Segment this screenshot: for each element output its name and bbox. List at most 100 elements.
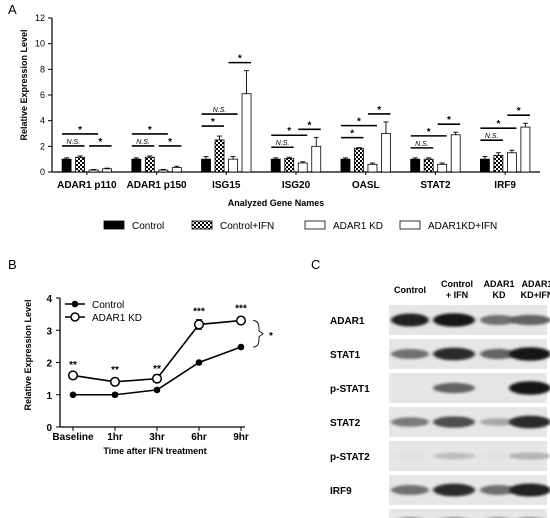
blot-band <box>509 452 550 460</box>
significance-label: N.S. <box>485 133 499 140</box>
blot-band <box>391 313 429 327</box>
significance-label: * <box>377 105 381 116</box>
line-chart-xtick-label: 1hr <box>107 432 123 443</box>
significance-label: * <box>148 125 152 136</box>
bar-1 <box>75 156 86 173</box>
blot-row: STAT1 <box>330 339 550 369</box>
blot-row-label: ADAR1 <box>330 316 365 327</box>
legend-label: Control <box>132 221 164 232</box>
blot-row-label: IRF9 <box>330 486 352 497</box>
blot-band <box>433 382 475 394</box>
bar-0 <box>201 158 211 173</box>
bar-chart-category-label: ADAR1 p110 <box>57 180 117 191</box>
bar-1 <box>284 158 295 173</box>
blot-row: p-STAT1 <box>330 373 550 403</box>
bar-1 <box>354 147 364 173</box>
significance-label: * <box>78 125 82 136</box>
bar-2 <box>506 152 517 173</box>
bar-chart-xlabel: Analyzed Gene Names <box>228 198 325 208</box>
point-significance-label: *** <box>235 304 247 315</box>
blot-column-header: KD+IFN <box>521 290 550 300</box>
legend-label: ADAR1 KD <box>92 313 142 324</box>
line-chart-xlabel: Time after IFN treatment <box>103 446 206 456</box>
significance-label: * <box>98 137 102 148</box>
bar-chart-legend: Control Control+IFN ADAR1 KD ADAR1KD+IFN <box>103 220 497 232</box>
line-chart-ytick-label: 3 <box>46 326 52 337</box>
overall-bracket <box>252 320 264 348</box>
blot-band <box>391 485 429 495</box>
significance-label: * <box>517 106 521 117</box>
panel-a-letter: A <box>8 2 17 17</box>
blot-band <box>509 314 550 326</box>
line-chart-ytick-label: 0 <box>46 423 52 434</box>
kd-point <box>193 319 205 330</box>
blot-row: ADAR1 <box>330 305 550 335</box>
significance-label: * <box>350 129 354 140</box>
legend-marker <box>70 312 80 322</box>
blot-band <box>480 315 516 325</box>
blot-band <box>480 348 516 360</box>
significance-label: * <box>238 54 242 65</box>
bar-2 <box>437 163 448 173</box>
bar-2 <box>367 163 378 173</box>
significance-label: N.S. <box>67 139 81 146</box>
bar-0 <box>340 158 351 173</box>
bar-3 <box>381 133 391 173</box>
point-significance-label: ** <box>153 364 161 375</box>
line-chart-xtick-label: 6hr <box>191 432 207 443</box>
bar-chart-category-label: STAT2 <box>420 180 451 191</box>
bar-3 <box>171 167 182 173</box>
significance-label: * <box>308 120 312 131</box>
point-significance-label: ** <box>111 365 119 376</box>
blot-band <box>509 415 550 429</box>
point-significance-label: ** <box>69 360 77 371</box>
blot-column-header: ADAR1 <box>483 279 514 289</box>
significance-label: * <box>427 127 431 138</box>
kd-point <box>109 376 121 387</box>
blot-band <box>391 453 429 459</box>
blot-band <box>509 381 550 395</box>
bar-chart-ytick-label: 12 <box>35 13 45 23</box>
blot-column-header: Control <box>441 279 473 289</box>
blot-column-header: Control <box>394 285 426 295</box>
bar-chart-ytick-label: 6 <box>40 90 45 100</box>
blot-column-header: ADAR1 <box>521 279 550 289</box>
bar-1 <box>423 158 434 173</box>
legend-label: Control <box>92 300 124 311</box>
kd-point <box>67 370 79 381</box>
blot-band <box>433 452 475 460</box>
kd-point <box>151 373 163 384</box>
significance-label: N.S. <box>213 107 227 114</box>
significance-label: * <box>447 115 451 126</box>
bar-2 <box>88 169 99 173</box>
legend-swatch <box>304 220 326 230</box>
blot-band <box>480 485 516 495</box>
line-chart-ytick-label: 2 <box>46 359 52 370</box>
legend-label: ADAR1 KD <box>333 221 383 232</box>
control-point <box>195 359 203 366</box>
blot-row: p-STAT2 <box>330 441 550 471</box>
significance-label: N.S. <box>276 140 290 147</box>
blot-band <box>509 483 550 497</box>
legend-swatch <box>103 220 125 230</box>
blot-band <box>433 416 475 428</box>
control-point <box>69 391 77 399</box>
bar-2 <box>297 162 308 173</box>
bar-chart-category-label: OASL <box>352 180 380 191</box>
bar-3 <box>450 134 461 173</box>
control-point <box>111 391 119 399</box>
bar-2 <box>158 169 169 173</box>
significance-label: * <box>357 117 361 128</box>
control-point <box>153 386 161 394</box>
blot-row-label: STAT1 <box>330 350 361 361</box>
line-chart-ytick-label: 1 <box>46 391 52 402</box>
bar-1 <box>493 154 504 173</box>
bar-chart-ytick-label: 0 <box>40 167 45 177</box>
significance-label: N.S. <box>415 141 429 148</box>
blot-row-label: STAT2 <box>330 418 361 429</box>
bar-chart-ytick-label: 2 <box>40 141 45 151</box>
bar-chart-category-label: ADAR1 p150 <box>127 180 187 191</box>
bar-chart-category-label: ISG15 <box>212 180 241 191</box>
blot-band <box>509 347 550 361</box>
